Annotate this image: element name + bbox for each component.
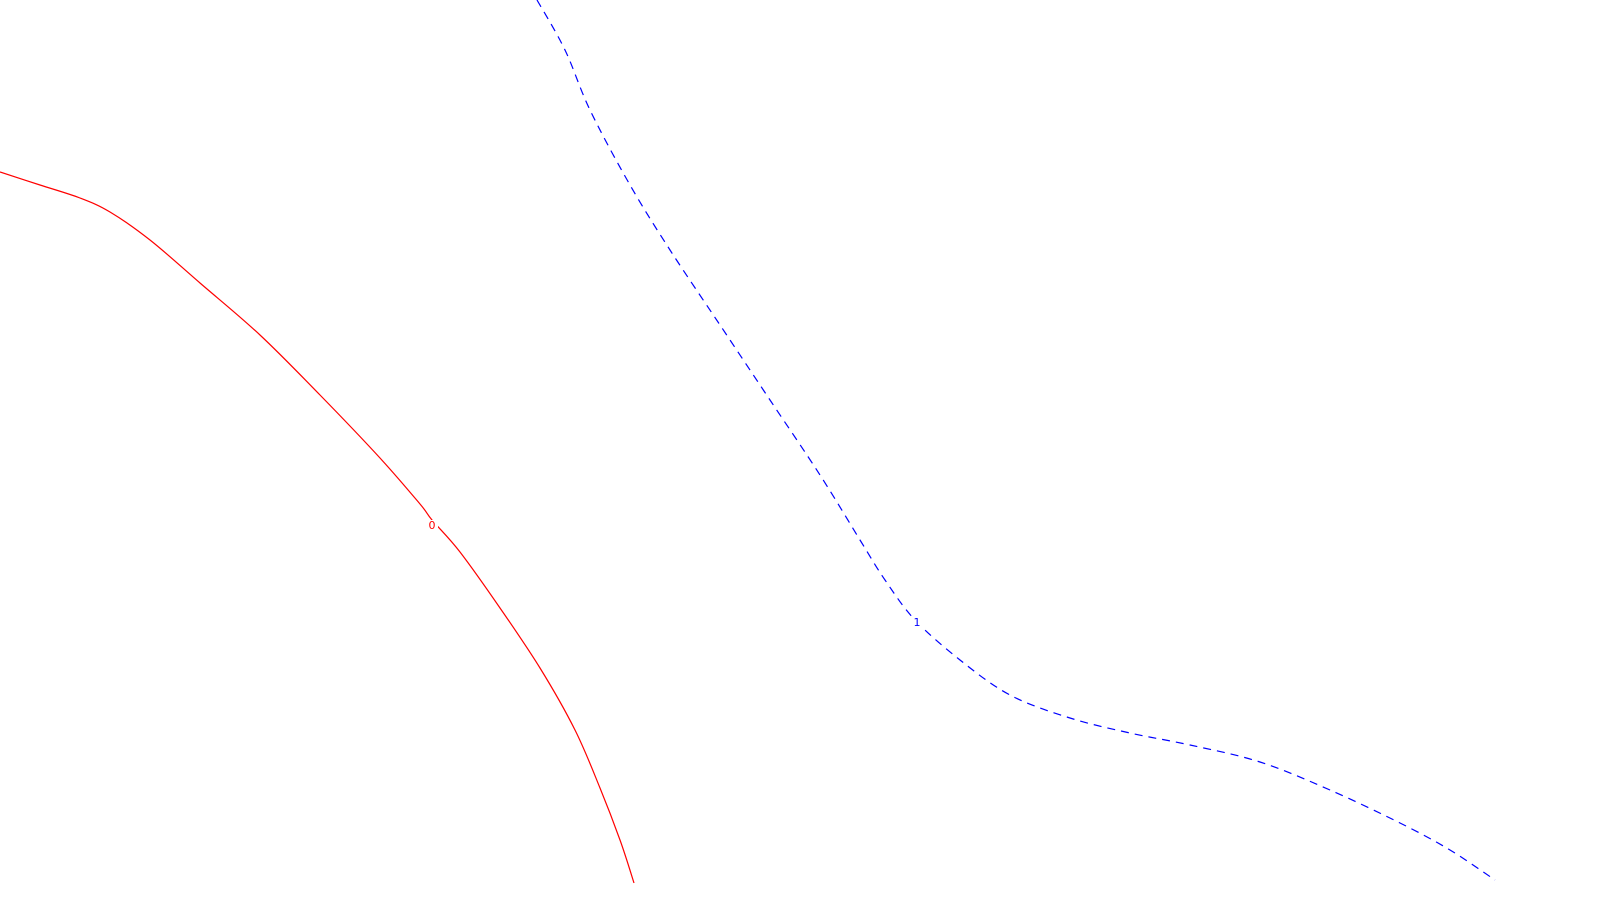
contour-label-1: 1 (914, 616, 921, 629)
contour-labels: 01 (426, 519, 923, 629)
contour-label-bg-1 (911, 617, 923, 629)
contour-line-1 (536, 0, 1496, 881)
contour-label-bg-0 (426, 520, 438, 532)
contour-label-0: 0 (429, 519, 436, 532)
contour-line-0 (0, 171, 635, 884)
contour-lines (0, 0, 1496, 884)
